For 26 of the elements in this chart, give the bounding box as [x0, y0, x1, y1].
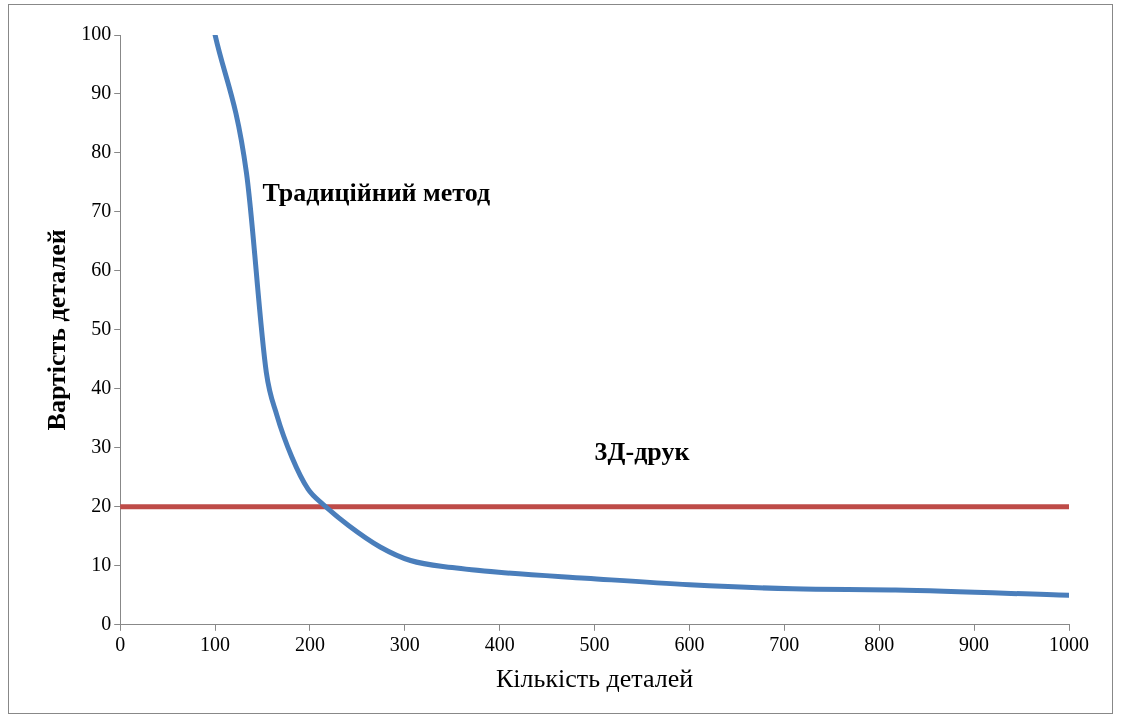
x-tick-label: 200	[294, 633, 325, 656]
series-label: Традиційний метод	[262, 177, 491, 207]
y-tick-label: 90	[91, 81, 112, 104]
x-tick-label: 800	[864, 633, 895, 656]
y-tick-label: 30	[91, 435, 112, 458]
x-tick-label: 700	[769, 633, 800, 656]
x-axis-title: Кількість деталей	[496, 664, 694, 694]
x-tick-label: 0	[115, 633, 126, 656]
x-tick-label: 1000	[1049, 633, 1089, 656]
y-tick-label: 10	[91, 553, 112, 576]
y-tick-label: 0	[101, 612, 112, 635]
x-tick-label: 300	[389, 633, 420, 656]
y-tick-label: 70	[91, 199, 112, 222]
y-tick-label: 60	[91, 258, 112, 281]
x-tick-label: 600	[674, 633, 705, 656]
x-tick-label: 500	[579, 633, 610, 656]
x-tick-label: 900	[959, 633, 990, 656]
y-tick-label: 20	[91, 494, 112, 517]
x-tick-label: 400	[484, 633, 515, 656]
y-tick-label: 50	[91, 317, 112, 340]
series-label: 3Д-друк	[594, 437, 690, 467]
x-tick-label: 100	[200, 633, 231, 656]
y-tick-label: 100	[81, 22, 112, 45]
y-axis-title: Вартість деталей	[42, 229, 72, 431]
y-tick-label: 40	[91, 376, 112, 399]
y-tick-label: 80	[91, 140, 112, 163]
